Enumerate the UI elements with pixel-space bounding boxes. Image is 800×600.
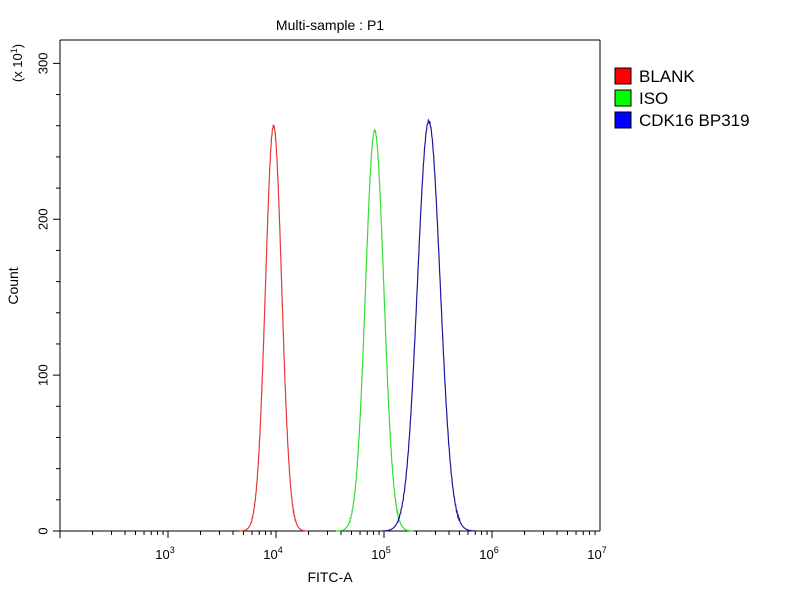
y-tick-label: 0	[35, 527, 50, 534]
y-tick-label: 300	[35, 53, 50, 75]
x-axis-ticks: 103 104 105 106 107	[59, 531, 607, 562]
x-tick-exponent: 6	[494, 545, 499, 555]
legend-swatch-iso	[614, 89, 632, 107]
legend-label: CDK16 BP319	[639, 111, 750, 130]
x-tick-base: 10	[479, 547, 493, 562]
x-tick-base: 10	[587, 547, 601, 562]
x-tick-base: 10	[155, 547, 169, 562]
legend-label: BLANK	[639, 67, 695, 86]
x-tick-base: 10	[263, 547, 277, 562]
x-tick-exponent: 7	[602, 545, 607, 555]
y-multiplier-exponent: 1	[9, 48, 19, 53]
series-line-iso	[336, 129, 414, 532]
x-axis-label: FITC-A	[307, 569, 353, 585]
legend-label: ISO	[639, 89, 668, 108]
y-axis-ticks: 0 100 200 300	[35, 53, 60, 535]
x-tick-exponent: 5	[386, 545, 391, 555]
x-tick-label: 105	[371, 545, 390, 562]
series-layer	[239, 118, 477, 532]
x-tick-base: 10	[371, 547, 385, 562]
chart-title: Multi-sample : P1	[276, 17, 384, 33]
x-tick-label: 104	[263, 545, 282, 562]
x-tick-exponent: 4	[278, 545, 283, 555]
series-line-blank	[239, 124, 308, 532]
y-tick-label: 200	[35, 208, 50, 230]
legend: BLANK ISO CDK16 BP319	[614, 67, 750, 130]
x-tick-label: 107	[587, 545, 606, 562]
legend-swatch-cdk16-bp319	[614, 111, 632, 129]
y-multiplier-label: (x 101)	[9, 44, 25, 82]
y-multiplier-close: )	[10, 44, 25, 48]
y-multiplier-text: (x 10	[10, 53, 25, 82]
x-tick-label: 106	[479, 545, 498, 562]
y-axis-label: Count	[5, 267, 21, 304]
legend-swatch-blank	[614, 67, 632, 85]
plot-frame	[59, 39, 601, 532]
series-line-cdk16-bp319	[381, 118, 477, 532]
y-tick-label: 100	[35, 364, 50, 386]
x-tick-label: 103	[155, 545, 174, 562]
x-tick-exponent: 3	[170, 545, 175, 555]
